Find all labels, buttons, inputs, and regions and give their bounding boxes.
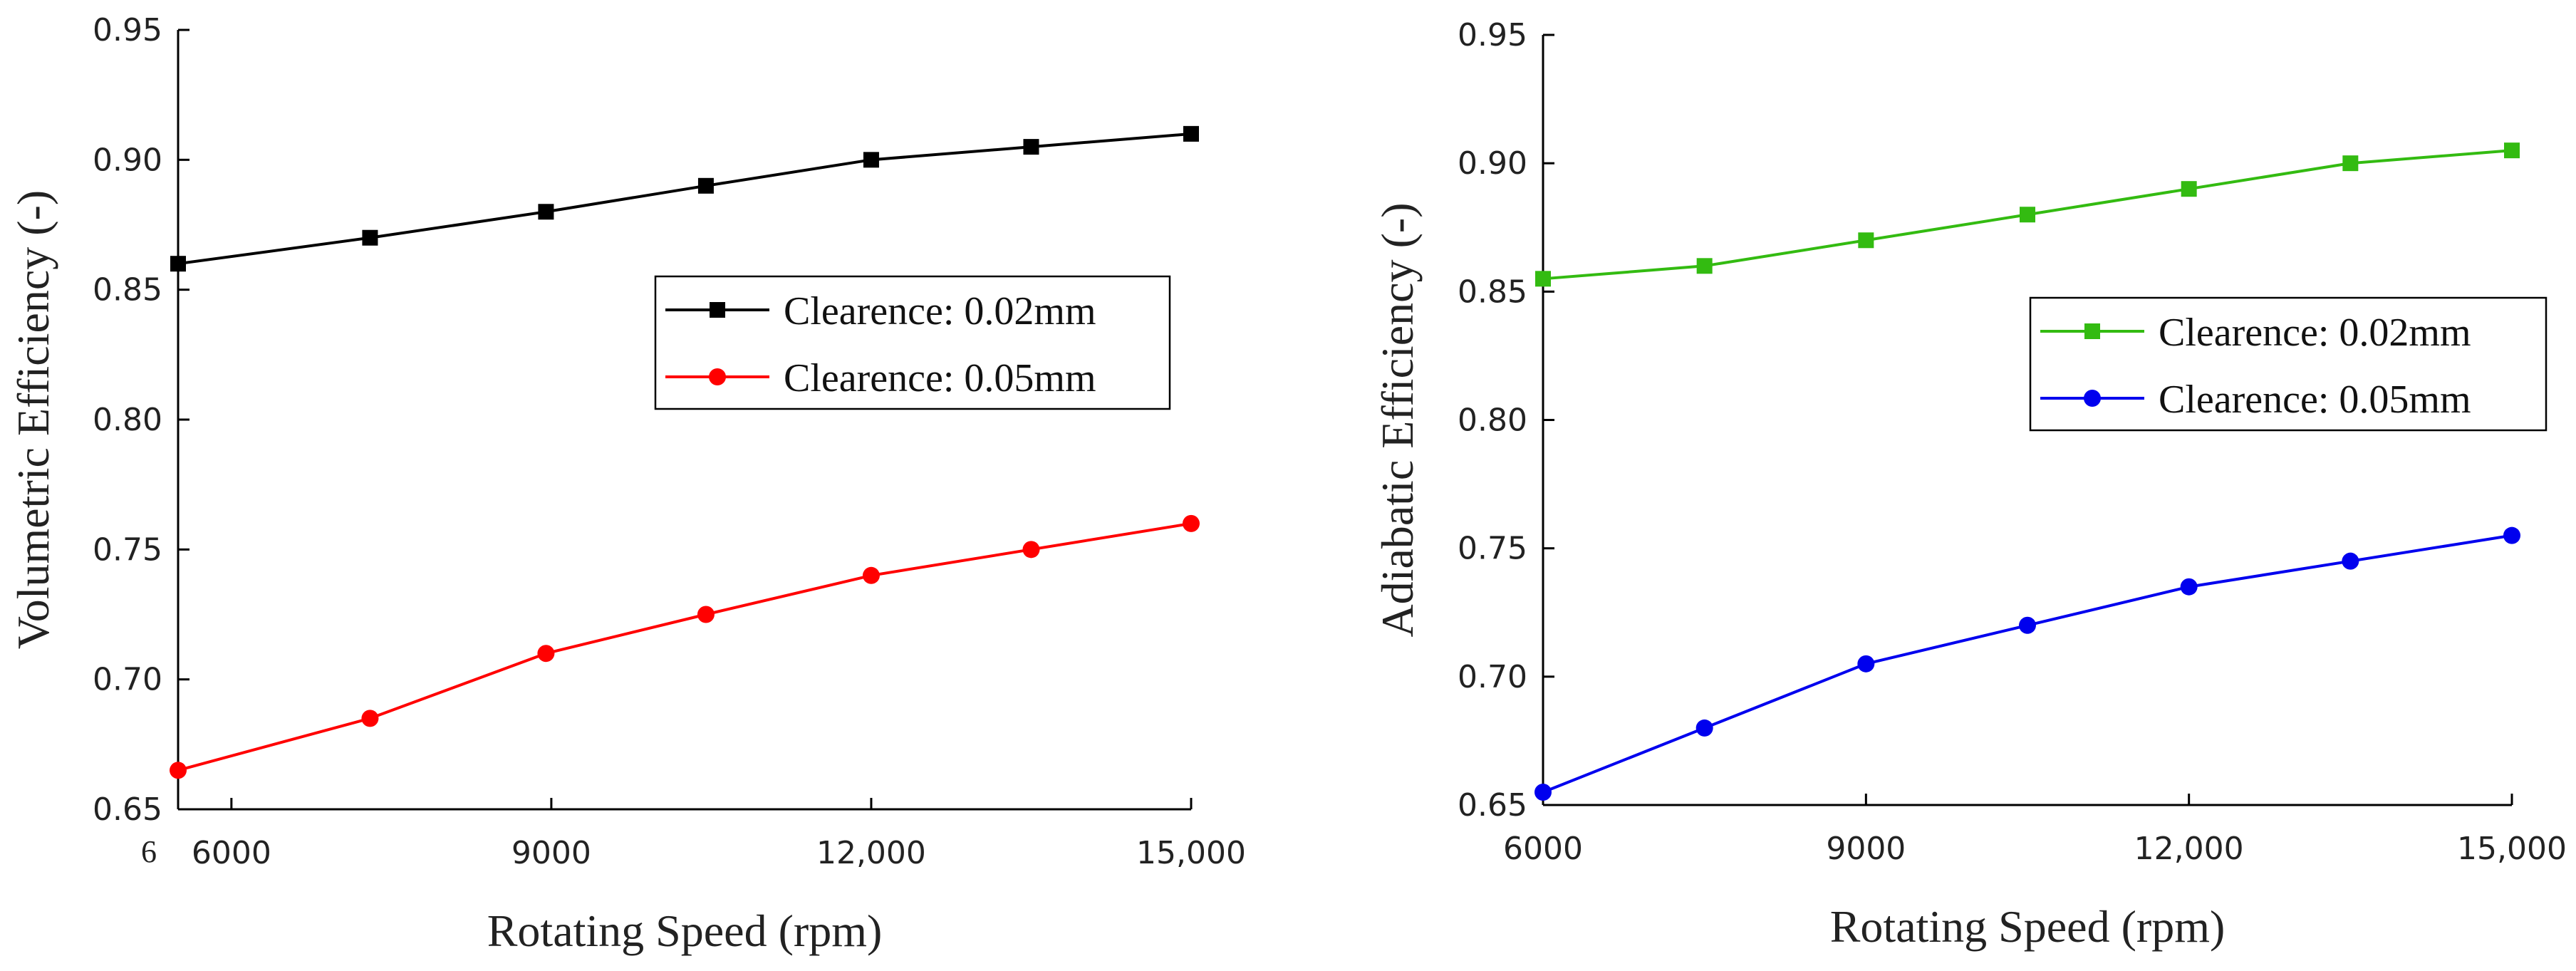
data-point-circle: [2342, 552, 2359, 570]
data-point-square: [1023, 139, 1039, 155]
data-point-square: [362, 229, 378, 246]
x-tick-label: 12,000: [2134, 831, 2244, 867]
data-point-circle: [697, 606, 715, 623]
data-point-circle: [862, 566, 880, 584]
y-tick-label: 0.75: [93, 531, 162, 568]
data-point-circle: [1183, 514, 1200, 532]
y-tick-label: 0.90: [93, 142, 162, 178]
data-point-circle: [2180, 578, 2198, 596]
legend-box: [2029, 296, 2548, 432]
stray-tick-label: 6: [141, 834, 157, 869]
data-point-circle: [537, 645, 555, 663]
y-tick-label: 0.75: [1458, 531, 1527, 567]
y-tick-label: 0.80: [1458, 403, 1527, 439]
y-tick-label: 0.95: [93, 12, 162, 48]
x-axis-title: Rotating Speed (rpm): [1830, 901, 2226, 952]
data-point-square: [2342, 155, 2359, 172]
chart-volumetric-efficiency: 0.65 0.70 0.75 0.80 0.85 0.90 0.95 6000 9000 12,0…: [8, 12, 1246, 956]
data-point-circle: [1022, 541, 1040, 559]
data-point-square: [538, 204, 554, 220]
data-point-square: [1858, 232, 1874, 249]
y-tick-label: 0.65: [1458, 787, 1527, 824]
legend-label: Clearence: 0.02mm: [2159, 311, 2471, 355]
y-axis-title: Volumetric Efficiency (-): [8, 190, 58, 650]
legend-swatch-square: [2084, 323, 2100, 339]
y-tick-label: 0.85: [93, 272, 162, 308]
data-point-circle: [361, 710, 379, 727]
legend-label: Clearence: 0.02mm: [784, 289, 1096, 333]
y-tick-label: 0.90: [1458, 145, 1527, 182]
y-axis-title: Adiabatic Efficiency (-): [1372, 202, 1423, 637]
data-point-square: [170, 256, 186, 272]
data-point-circle: [2019, 616, 2036, 634]
legend: Clearence: 0.02mm Clearence: 0.05mm: [2029, 296, 2548, 432]
x-tick-label: 9000: [511, 835, 591, 871]
data-point-circle: [1857, 655, 1875, 673]
data-point-circle: [1534, 783, 1552, 801]
data-point-square: [2504, 142, 2520, 159]
y-tick-label: 0.70: [1458, 659, 1527, 695]
legend-box: [654, 275, 1171, 410]
x-tick-label: 9000: [1826, 831, 1906, 867]
data-point-square: [2181, 181, 2197, 197]
y-tick-label: 0.65: [93, 791, 162, 828]
legend-label: Clearence: 0.05mm: [784, 356, 1096, 400]
x-tick-label: 6000: [1503, 831, 1583, 867]
data-point-square: [697, 177, 714, 194]
legend-swatch-circle: [709, 368, 726, 385]
data-point-circle: [1695, 719, 1713, 737]
y-tick-label: 0.70: [93, 662, 162, 698]
y-tick-label: 0.95: [1458, 17, 1527, 53]
legend-label: Clearence: 0.05mm: [2159, 378, 2471, 422]
data-point-circle: [170, 762, 187, 779]
series-line-1: [1542, 534, 2513, 794]
data-point-square: [1535, 271, 1551, 287]
data-point-square: [2020, 207, 2035, 223]
data-point-square: [1183, 125, 1199, 142]
x-axis-title: Rotating Speed (rpm): [487, 905, 883, 956]
data-point-square: [1696, 258, 1713, 274]
series-line-0: [177, 132, 1192, 266]
series-line-1: [177, 521, 1192, 772]
legend-swatch-square: [710, 302, 725, 318]
x-tick-label: 6000: [192, 835, 271, 871]
legend: Clearence: 0.02mm Clearence: 0.05mm: [654, 275, 1171, 410]
x-tick-label: 12,000: [816, 835, 926, 871]
data-point-square: [863, 152, 879, 168]
x-tick-label: 15,000: [2457, 831, 2567, 867]
data-point-circle: [2503, 526, 2520, 544]
y-tick-label: 0.80: [93, 402, 162, 438]
legend-swatch-circle: [2084, 390, 2101, 407]
y-tick-label: 0.85: [1458, 274, 1527, 310]
chart-adiabatic-efficiency: 0.65 0.70 0.75 0.80 0.85 0.90 0.95 6000 9000 12,0…: [1372, 17, 2567, 952]
x-tick-label: 15,000: [1136, 835, 1246, 871]
